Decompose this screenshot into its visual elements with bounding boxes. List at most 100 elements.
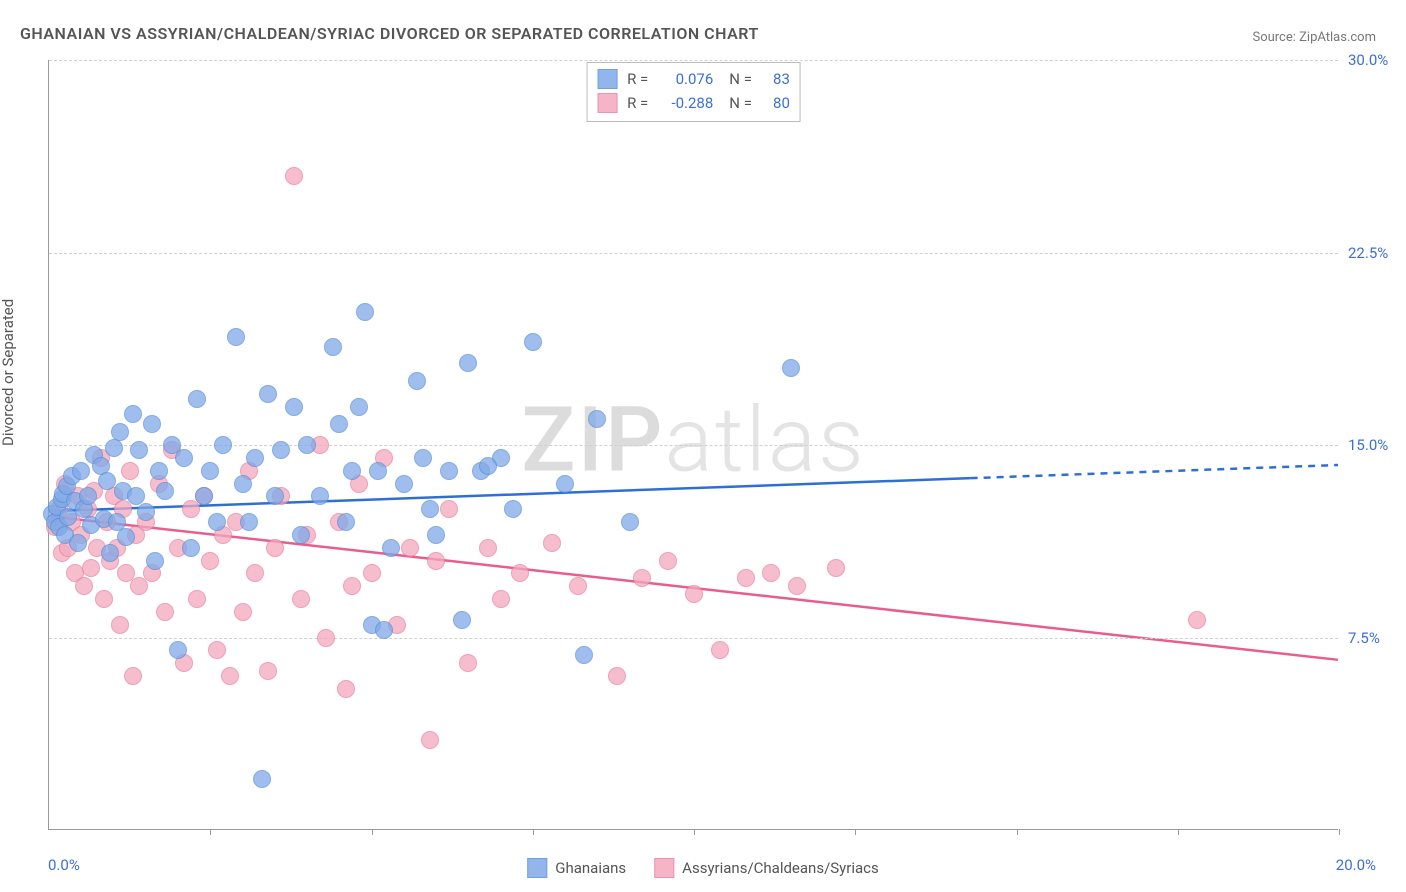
data-point-blue [253, 770, 271, 788]
source-attribution: Source: ZipAtlas.com [1252, 30, 1376, 45]
data-point-blue [440, 462, 458, 480]
source-link[interactable]: ZipAtlas.com [1299, 30, 1376, 45]
swatch-blue [527, 858, 547, 878]
data-point-blue [588, 410, 606, 428]
data-point-pink [401, 539, 419, 557]
data-point-blue [101, 544, 119, 562]
x-tick [372, 829, 373, 835]
data-point-blue [421, 500, 439, 518]
data-point-blue [343, 462, 361, 480]
data-point-blue [227, 328, 245, 346]
data-point-pink [82, 559, 100, 577]
swatch-blue [597, 69, 617, 89]
x-axis-max-label: 20.0% [1336, 856, 1376, 874]
data-point-pink [201, 552, 219, 570]
data-point-blue [175, 449, 193, 467]
data-point-blue [504, 500, 522, 518]
data-point-pink [543, 534, 561, 552]
r-value-pink: -0.288 [658, 91, 713, 115]
data-point-blue [285, 398, 303, 416]
x-tick [694, 829, 695, 835]
data-point-pink [363, 564, 381, 582]
n-label: N = [729, 91, 752, 115]
data-point-blue [195, 487, 213, 505]
data-point-blue [272, 441, 290, 459]
data-point-pink [285, 167, 303, 185]
data-point-blue [298, 436, 316, 454]
data-point-blue [105, 439, 123, 457]
x-tick [1017, 829, 1018, 835]
data-point-pink [711, 641, 729, 659]
data-point-pink [221, 667, 239, 685]
data-point-blue [150, 462, 168, 480]
x-tick [1178, 829, 1179, 835]
data-point-blue [459, 354, 477, 372]
data-point-blue [130, 441, 148, 459]
correlation-legend: R = 0.076 N = 83 R = -0.288 N = 80 [586, 62, 801, 122]
data-point-pink [427, 552, 445, 570]
data-point-blue [156, 482, 174, 500]
legend-row-ghanaians: R = 0.076 N = 83 [597, 67, 790, 91]
data-point-blue [124, 405, 142, 423]
data-point-pink [188, 590, 206, 608]
y-tick-label: 15.0% [1348, 436, 1388, 454]
x-tick [855, 829, 856, 835]
data-point-blue [479, 457, 497, 475]
data-point-blue [575, 646, 593, 664]
data-point-pink [259, 662, 277, 680]
y-tick-label: 22.5% [1348, 244, 1388, 262]
data-point-pink [75, 577, 93, 595]
data-point-blue [188, 390, 206, 408]
legend-item-assyrians: Assyrians/Chaldeans/Syriacs [654, 858, 879, 878]
data-point-pink [292, 590, 310, 608]
data-point-blue [524, 333, 542, 351]
x-tick [1339, 829, 1340, 835]
data-point-blue [240, 513, 258, 531]
data-point-blue [143, 415, 161, 433]
data-point-pink [111, 616, 129, 634]
data-point-blue [79, 487, 97, 505]
data-point-pink [95, 590, 113, 608]
y-tick-label: 30.0% [1348, 51, 1388, 69]
data-point-pink [633, 569, 651, 587]
data-point-pink [121, 462, 139, 480]
gridline [49, 60, 1338, 61]
data-point-pink [492, 590, 510, 608]
y-axis-label: Divorced or Separated [0, 299, 17, 446]
source-label: Source: [1252, 30, 1299, 45]
data-point-blue [324, 338, 342, 356]
data-point-pink [246, 564, 264, 582]
data-point-blue [408, 372, 426, 390]
plot-area: ZIPatlas R = 0.076 N = 83 R = -0.288 N =… [48, 60, 1338, 830]
legend-label-assyrians: Assyrians/Chaldeans/Syriacs [682, 859, 879, 877]
data-point-blue [337, 513, 355, 531]
data-point-pink [421, 731, 439, 749]
r-label: R = [627, 67, 648, 91]
data-point-blue [111, 423, 129, 441]
data-point-pink [266, 539, 284, 557]
data-point-pink [459, 654, 477, 672]
data-point-pink [1188, 611, 1206, 629]
r-label: R = [627, 91, 648, 115]
data-point-blue [169, 641, 187, 659]
data-point-blue [234, 475, 252, 493]
data-point-blue [98, 472, 116, 490]
legend-row-assyrians: R = -0.288 N = 80 [597, 91, 790, 115]
data-point-blue [72, 462, 90, 480]
x-tick [210, 829, 211, 835]
data-point-pink [317, 629, 335, 647]
data-point-pink [569, 577, 587, 595]
data-point-pink [608, 667, 626, 685]
gridline [49, 445, 1338, 446]
r-value-blue: 0.076 [658, 67, 713, 91]
x-tick [533, 829, 534, 835]
data-point-pink [827, 559, 845, 577]
x-axis-min-label: 0.0% [48, 856, 80, 874]
data-point-blue [621, 513, 639, 531]
data-point-pink [208, 641, 226, 659]
gridline [49, 253, 1338, 254]
data-point-blue [556, 475, 574, 493]
data-point-pink [479, 539, 497, 557]
data-point-pink [659, 552, 677, 570]
data-point-blue [369, 462, 387, 480]
